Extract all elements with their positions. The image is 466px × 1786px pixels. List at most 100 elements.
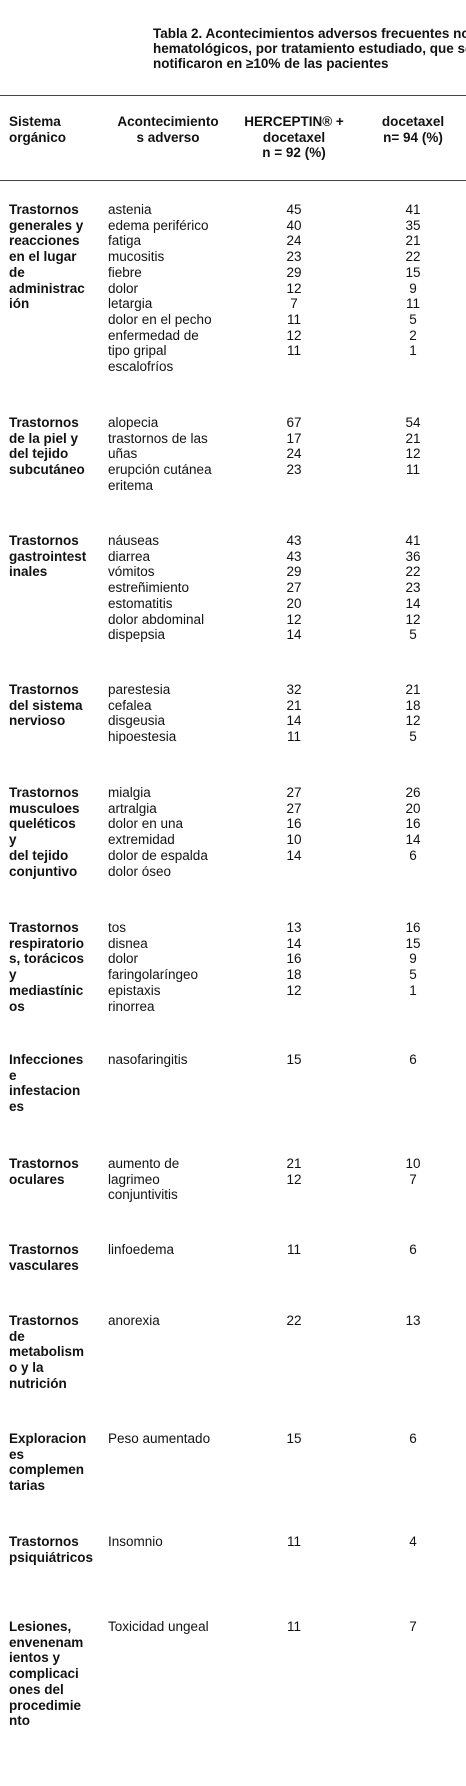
docetaxel-value: 7 — [409, 1171, 417, 1187]
adverse-event: letargia — [108, 296, 153, 312]
docetaxel-value: 12 — [405, 446, 421, 462]
organ-class: metabolism — [9, 1344, 85, 1360]
docetaxel-value: 2 — [409, 327, 417, 343]
organ-class: conjuntivo — [9, 863, 78, 879]
adverse-event: mucositis — [108, 249, 165, 265]
organ-class: queléticos — [9, 816, 76, 832]
docetaxel-value: 14 — [405, 595, 421, 611]
docetaxel-value: 12 — [405, 611, 421, 627]
docetaxel-value: 36 — [405, 548, 421, 564]
docetaxel-value: 16 — [405, 920, 421, 935]
organ-class: reacciones — [9, 233, 80, 249]
organ-class: y — [9, 832, 17, 848]
organ-class: del tejido — [9, 847, 69, 863]
docetaxel-value: 6 — [409, 847, 417, 863]
docetaxel-value: 21 — [405, 682, 421, 697]
herceptin-value: 24 — [286, 233, 302, 249]
organ-class: Trastornos — [9, 1156, 79, 1171]
adverse-event: parestesia — [108, 682, 171, 697]
herceptin-value: 21 — [286, 1156, 302, 1171]
organ-class: complemen — [9, 1462, 85, 1478]
adverse-event: disnea — [108, 935, 148, 951]
organ-class: Lesiones, — [9, 1619, 72, 1634]
herceptin-value: 11 — [286, 343, 301, 359]
adverse-event: fiebre — [108, 264, 142, 280]
organ-class: ones del — [9, 1681, 64, 1697]
organ-class: Trastornos — [9, 1242, 79, 1257]
adverse-event: astenia — [108, 202, 152, 217]
herceptin-value: 11 — [286, 311, 301, 327]
herceptin-value: 27 — [286, 785, 302, 800]
herceptin-value: 11 — [286, 729, 301, 745]
docetaxel-value: 23 — [405, 580, 421, 596]
herceptin-value: 11 — [286, 1619, 301, 1634]
adverse-event: escalofríos — [108, 359, 174, 374]
organ-class: complicaci — [9, 1666, 79, 1682]
organ-class: oculares — [9, 1171, 65, 1187]
herceptin-value: 27 — [286, 580, 302, 596]
docetaxel-value: 6 — [409, 1052, 417, 1067]
organ-class: Trastornos — [9, 415, 79, 430]
organ-class: e — [9, 1067, 17, 1083]
herceptin-value: 14 — [286, 713, 302, 729]
adverse-event: edema periférico — [108, 217, 209, 233]
adverse-event: disgeusia — [108, 713, 166, 729]
docetaxel-value: 22 — [405, 564, 421, 580]
adverse-event: alopecia — [108, 415, 159, 430]
organ-class: Trastornos — [9, 785, 79, 800]
herceptin-value: 29 — [286, 264, 302, 280]
adverse-event: dolor — [108, 280, 139, 296]
herceptin-value: 15 — [286, 1431, 302, 1446]
adverse-event: anorexia — [108, 1313, 160, 1328]
adverse-event: fatiga — [108, 233, 142, 249]
herceptin-value: 23 — [286, 462, 302, 478]
adverse-event: erupción cutánea — [108, 462, 212, 478]
adverse-event: estomatitis — [108, 595, 173, 611]
herceptin-value: 29 — [286, 564, 302, 580]
docetaxel-value: 20 — [405, 800, 421, 816]
herceptin-value: 12 — [286, 1171, 302, 1187]
organ-class: de — [9, 264, 25, 280]
organ-class: psiquiátricos — [9, 1549, 94, 1565]
herceptin-value: 43 — [286, 548, 302, 564]
column-header: docetaxel — [262, 129, 326, 145]
organ-class: y — [9, 967, 17, 983]
organ-class: Trastornos — [9, 920, 79, 935]
docetaxel-value: 13 — [405, 1313, 421, 1328]
organ-class: ientos y — [9, 1650, 61, 1666]
adverse-event: extremidad — [108, 832, 175, 848]
column-header: docetaxel — [381, 114, 445, 129]
organ-class: Infecciones — [9, 1052, 84, 1067]
organ-class: Trastornos — [9, 1313, 79, 1328]
herceptin-value: 45 — [286, 202, 302, 217]
herceptin-value: 13 — [286, 920, 302, 935]
adverse-event: dolor en el pecho — [108, 311, 212, 327]
docetaxel-value: 5 — [409, 729, 417, 745]
herceptin-value: 14 — [286, 847, 302, 863]
organ-class: nervioso — [9, 713, 66, 729]
adverse-event: aumento de — [108, 1156, 180, 1171]
organ-class: s, torácicos — [9, 951, 85, 967]
herceptin-value: 12 — [286, 327, 302, 343]
adverse-event: diarrea — [108, 548, 151, 564]
organ-class: os — [9, 998, 25, 1014]
organ-class: de la piel y — [9, 430, 79, 446]
organ-class: musculoes — [9, 800, 80, 816]
adverse-event: dolor de espalda — [108, 847, 208, 863]
docetaxel-value: 41 — [405, 533, 421, 548]
herceptin-value: 14 — [286, 627, 302, 643]
organ-class: es — [9, 1099, 25, 1115]
organ-class: en el lugar — [9, 249, 77, 265]
adverse-event: tos — [108, 920, 127, 935]
docetaxel-value: 54 — [405, 415, 421, 430]
adverse-event: tipo gripal — [108, 343, 167, 359]
docetaxel-value: 1 — [409, 343, 417, 359]
column-header: s adverso — [136, 129, 200, 145]
organ-class: generales y — [9, 217, 84, 233]
herceptin-value: 15 — [286, 1052, 302, 1067]
herceptin-value: 16 — [286, 816, 302, 832]
herceptin-value: 67 — [286, 415, 302, 430]
organ-class: procedimie — [9, 1697, 82, 1713]
herceptin-value: 40 — [286, 217, 302, 233]
